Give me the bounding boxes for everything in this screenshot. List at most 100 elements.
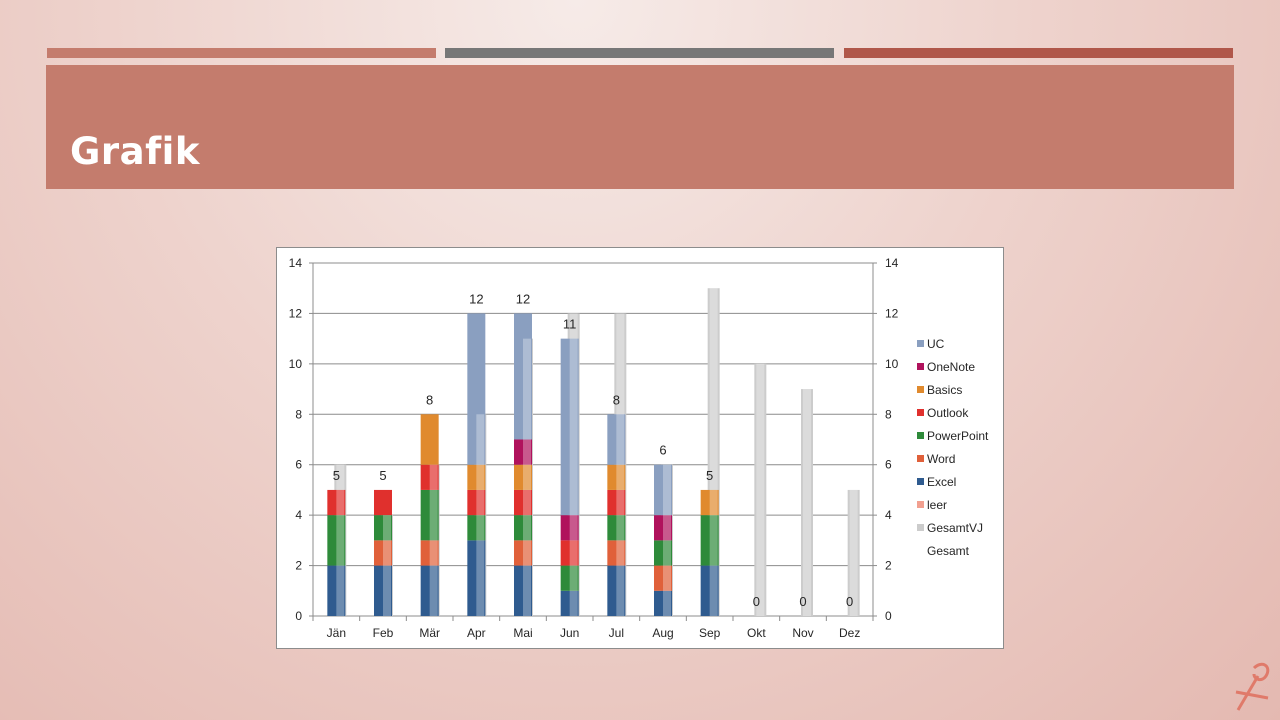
y-tick-label: 0 (295, 609, 302, 623)
bar-gesamtvj-overlay (523, 338, 531, 616)
bar-segment-outlook (514, 489, 532, 516)
bar-segment-excel (654, 590, 672, 616)
y2-tick-label: 6 (885, 458, 892, 472)
bar-gesamtvj-overlay (569, 313, 578, 616)
y2-tick-label: 2 (885, 559, 892, 573)
y2-tick-label: 4 (885, 508, 892, 522)
legend-swatch-outlook (917, 409, 924, 416)
bar-gesamtvj (847, 489, 860, 616)
accent-stripe-left (47, 48, 436, 58)
legend-label: OneNote (927, 360, 975, 374)
legend-label: Word (927, 452, 955, 466)
x-tick-label: Aug (652, 626, 673, 640)
bar-segment-onenote (514, 439, 532, 465)
bar-segment-uc (560, 338, 579, 516)
bar-segment-uc (654, 464, 672, 516)
x-tick-label: Jän (327, 626, 346, 640)
accent-stripe-right (844, 48, 1233, 58)
bar-segment-outlook (374, 489, 392, 516)
data-label-gesamt: 8 (426, 392, 433, 407)
legend-swatch-onenote (917, 363, 924, 370)
bar-segment-onenote (560, 515, 579, 541)
y-tick-label: 6 (295, 458, 302, 472)
bar-gesamtvj-overlay (336, 464, 345, 616)
data-label-gesamt: 0 (846, 594, 853, 609)
legend-swatch-excel (917, 478, 924, 485)
legend-label: UC (927, 337, 945, 351)
bar-segment-word (514, 540, 532, 566)
bar-segment-powerpoint (654, 540, 672, 566)
legend-label: Basics (927, 383, 962, 397)
y-tick-label: 14 (289, 256, 303, 270)
legend-swatch-powerpoint (917, 432, 924, 439)
accent-stripe-middle (445, 48, 834, 58)
bar-gesamtvj-overlay (803, 389, 811, 616)
x-tick-label: Jun (560, 626, 579, 640)
bar-segment-word (374, 540, 392, 566)
legend-swatch-word (917, 455, 924, 462)
x-tick-label: Okt (747, 626, 766, 640)
slide-title: Grafik (70, 130, 200, 173)
x-tick-label: Mai (513, 626, 532, 640)
bar-segment-powerpoint (560, 565, 579, 591)
bar-gesamtvj-overlay (476, 414, 485, 616)
bar-segment-excel (327, 565, 346, 616)
data-label-gesamt: 8 (613, 392, 620, 407)
bar-segment-excel (420, 565, 439, 616)
bar-segment-basics (467, 464, 486, 490)
legend-label: PowerPoint (927, 429, 989, 443)
bar-segment-basics (607, 464, 626, 490)
data-label-gesamt: 0 (753, 594, 760, 609)
bar-segment-excel (607, 565, 626, 616)
bar-segment-basics (700, 489, 719, 516)
legend-swatch-basics (917, 386, 924, 393)
x-tick-label: Apr (467, 626, 486, 640)
bar-segment-powerpoint (700, 515, 719, 566)
bar-segment-excel (467, 540, 486, 616)
bar-segment-word (654, 565, 672, 591)
legend-label: Excel (927, 475, 956, 489)
legend-label: GesamtVJ (927, 521, 983, 535)
bar-gesamtvj-overlay (616, 313, 625, 616)
y2-tick-label: 10 (885, 357, 899, 371)
bar-segment-uc (607, 414, 626, 465)
data-label-gesamt: 12 (516, 291, 530, 306)
logo-icon (1235, 662, 1270, 711)
y-tick-label: 2 (295, 559, 302, 573)
bar-gesamtvj-overlay (849, 489, 858, 616)
bar-gesamtvj (801, 389, 813, 616)
bar-segment-word (607, 540, 626, 566)
bar-segment-uc (467, 313, 486, 465)
bar-segment-powerpoint (374, 515, 392, 541)
data-label-gesamt: 6 (659, 443, 666, 458)
y-tick-label: 12 (289, 306, 303, 320)
legend-label: Outlook (927, 406, 969, 420)
data-label-gesamt: 11 (563, 317, 577, 332)
y2-tick-label: 12 (885, 306, 899, 320)
title-bar: Grafik (46, 65, 1234, 189)
y-tick-label: 8 (295, 407, 302, 421)
bar-segment-basics (420, 414, 439, 465)
bar-segment-word (420, 540, 439, 566)
bar-gesamtvj-overlay (756, 363, 765, 616)
legend-swatch-leer (917, 501, 924, 508)
bar-segment-powerpoint (607, 515, 626, 541)
bar-segment-outlook (467, 489, 486, 516)
bar-segment-outlook (327, 489, 346, 516)
y-tick-label: 10 (289, 357, 303, 371)
x-tick-label: Dez (839, 626, 860, 640)
bar-gesamtvj-overlay (383, 515, 391, 616)
data-label-gesamt: 5 (379, 468, 386, 483)
bar-segment-basics (514, 464, 532, 490)
data-label-gesamt: 0 (799, 594, 806, 609)
legend-swatch-uc (917, 340, 924, 347)
bar-segment-powerpoint (467, 515, 486, 541)
data-label-gesamt: 12 (469, 291, 483, 306)
bar-segment-powerpoint (514, 515, 532, 541)
legend-label: leer (927, 498, 947, 512)
bar-gesamtvj (754, 363, 767, 616)
x-tick-label: Nov (792, 626, 813, 640)
x-tick-label: Mär (419, 626, 440, 640)
bar-gesamtvj-overlay (663, 464, 671, 616)
x-tick-label: Feb (373, 626, 394, 640)
